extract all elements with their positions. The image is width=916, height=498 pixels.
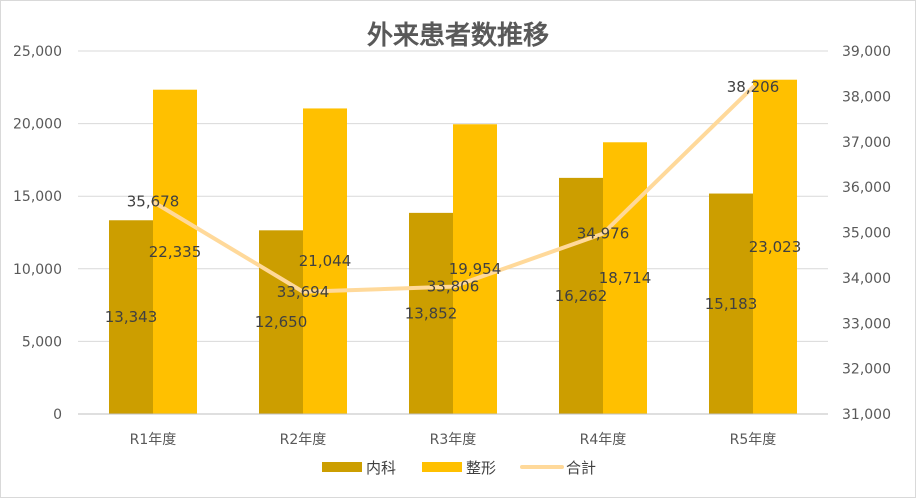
data-label-整形: 19,954 xyxy=(449,260,502,278)
line-合計 xyxy=(151,85,755,294)
y-right-tick-label: 37,000 xyxy=(842,135,891,151)
x-tick-label: R5年度 xyxy=(730,432,777,448)
bar-整形 xyxy=(753,79,797,414)
data-label-合計: 35,678 xyxy=(127,193,180,211)
bar-内科 xyxy=(559,177,603,414)
y-right-tick-label: 38,000 xyxy=(842,89,891,105)
data-labels: 13,343 22,335 35,678 12,650 21,044 33,694 13,8… xyxy=(105,78,802,331)
data-label-整形: 23,023 xyxy=(749,238,802,256)
total-line xyxy=(151,85,755,294)
y-right-tick-label: 31,000 xyxy=(842,407,891,423)
data-label-内科: 13,852 xyxy=(405,304,458,322)
y-left-tick-label: 15,000 xyxy=(13,189,62,205)
chart-title: 外来患者数推移 xyxy=(367,21,549,51)
data-label-内科: 15,183 xyxy=(705,295,758,313)
y-axis-right: 31,000 32,000 33,000 34,000 35,000 36,000 37,0… xyxy=(842,44,891,423)
bar-内科 xyxy=(709,193,753,414)
y-right-tick-label: 32,000 xyxy=(842,362,891,378)
y-left-tick-label: 0 xyxy=(53,407,62,423)
y-right-tick-label: 39,000 xyxy=(842,44,891,60)
data-label-内科: 13,343 xyxy=(105,308,158,326)
data-label-合計: 33,694 xyxy=(277,283,330,301)
bar-整形 xyxy=(603,142,647,415)
legend-swatch-整形 xyxy=(422,462,462,472)
bar-内科 xyxy=(109,220,153,414)
y-left-tick-label: 25,000 xyxy=(13,44,62,60)
bar-整形 xyxy=(303,108,347,415)
data-label-内科: 16,262 xyxy=(555,287,608,305)
bar-内科 xyxy=(409,212,453,414)
x-tick-label: R1年度 xyxy=(130,432,177,448)
data-label-整形: 22,335 xyxy=(149,243,202,261)
y-left-tick-label: 5,000 xyxy=(22,334,62,350)
y-left-tick-label: 10,000 xyxy=(13,262,62,278)
y-right-tick-label: 35,000 xyxy=(842,226,891,242)
y-right-tick-label: 34,000 xyxy=(842,271,891,287)
y-right-tick-label: 33,000 xyxy=(842,316,891,332)
y-right-tick-label: 36,000 xyxy=(842,180,891,196)
x-tick-label: R4年度 xyxy=(580,432,627,448)
x-tick-label: R2年度 xyxy=(280,432,327,448)
data-label-合計: 33,806 xyxy=(427,278,480,296)
bar-整形 xyxy=(453,124,497,415)
data-label-整形: 21,044 xyxy=(299,252,352,270)
x-tick-label: R3年度 xyxy=(430,432,477,448)
x-axis: R1年度 R2年度 R3年度 R4年度 R5年度 xyxy=(78,413,828,448)
legend-label-内科: 内科 xyxy=(366,459,396,477)
bars xyxy=(109,79,797,415)
bar-整形 xyxy=(153,89,197,414)
y-left-tick-label: 20,000 xyxy=(13,117,62,133)
legend-label-合計: 合計 xyxy=(566,459,596,477)
legend-label-整形: 整形 xyxy=(466,459,496,477)
data-label-整形: 18,714 xyxy=(599,269,652,287)
data-label-合計: 38,206 xyxy=(727,78,780,96)
legend: 内科 整形 合計 xyxy=(322,459,596,477)
legend-swatch-内科 xyxy=(322,462,362,472)
data-label-内科: 12,650 xyxy=(255,313,308,331)
y-axis-left: 0 5,000 10,000 15,000 20,000 25,000 xyxy=(13,44,62,423)
bar-内科 xyxy=(259,230,303,414)
data-label-合計: 34,976 xyxy=(577,225,630,243)
